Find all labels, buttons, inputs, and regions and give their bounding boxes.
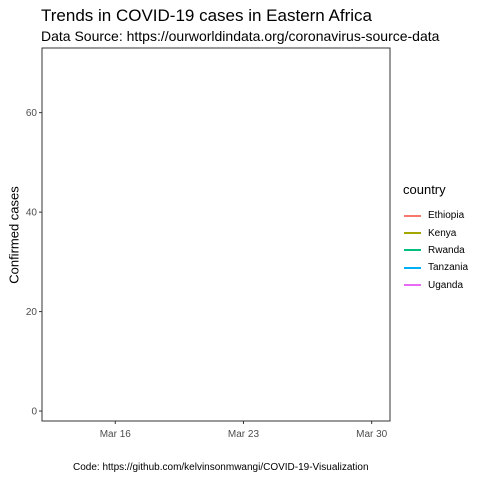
chart-subtitle: Data Source: https://ourworldindata.org/… [41, 28, 440, 44]
legend-label: Kenya [428, 227, 457, 239]
legend-title: country [403, 182, 446, 197]
legend-item-uganda: Uganda [404, 277, 468, 294]
chart-title: Trends in COVID-19 cases in Eastern Afri… [41, 6, 373, 25]
x-tick-label: Mar 16 [100, 429, 132, 440]
legend-key-line [404, 266, 421, 269]
legend-item-ethiopia: Ethiopia [404, 207, 468, 224]
legend-label: Tanzania [428, 262, 469, 274]
legend-key-line [404, 232, 421, 235]
x-tick-label: Mar 23 [228, 429, 260, 440]
y-tick-label: 40 [26, 208, 38, 219]
y-tick-label: 60 [26, 108, 38, 119]
chart-caption: Code: https://github.com/kelvinsonmwangi… [73, 462, 369, 473]
legend-item-rwanda: Rwanda [404, 242, 468, 259]
legend-label: Rwanda [428, 244, 465, 256]
legend-item-tanzania: Tanzania [404, 259, 468, 276]
x-tick-label: Mar 30 [356, 429, 388, 440]
legend: Ethiopia Kenya Rwanda Tanzania Uganda [404, 207, 468, 294]
y-tick-label: 20 [26, 307, 38, 318]
legend-label: Ethiopia [428, 210, 465, 222]
x-axis: Mar 16 Mar 23 Mar 30 [100, 421, 388, 440]
plot-panel [41, 47, 391, 422]
legend-label: Uganda [428, 279, 464, 291]
y-tick-label: 0 [31, 407, 37, 418]
legend-item-kenya: Kenya [404, 224, 468, 241]
legend-key-line [404, 249, 421, 252]
legend-key-line [404, 284, 421, 287]
y-axis: 0 20 40 60 [26, 108, 42, 418]
legend-key-line [404, 214, 421, 217]
